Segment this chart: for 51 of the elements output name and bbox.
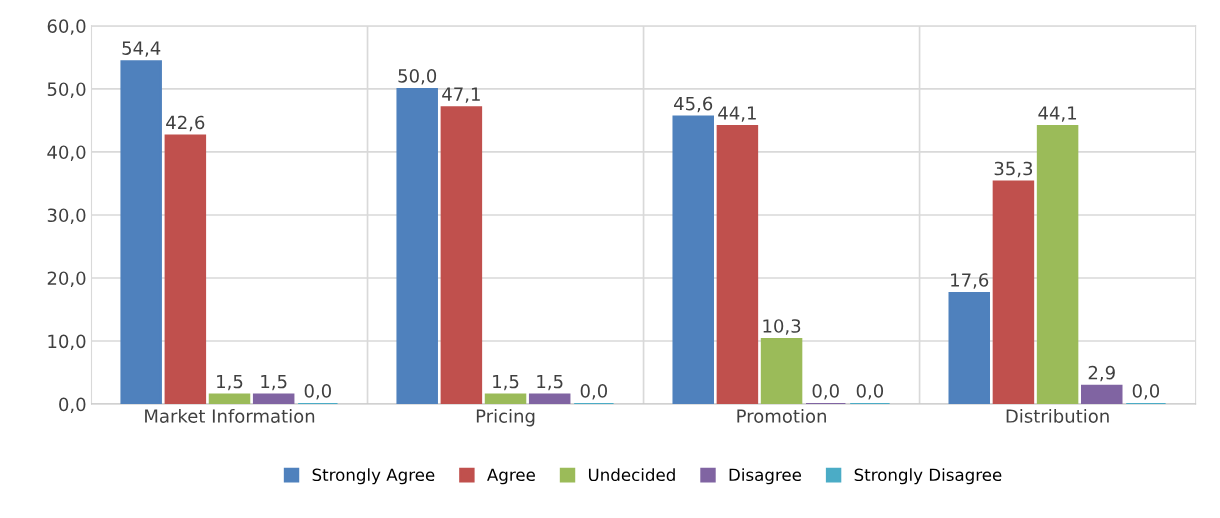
bar	[164, 134, 207, 405]
data-label: 1,5	[261, 374, 287, 391]
bar	[484, 393, 527, 405]
data-label: 1,5	[537, 374, 563, 391]
bar	[396, 87, 438, 405]
data-label: 45,6	[674, 96, 713, 113]
legend-label: Undecided	[588, 468, 675, 482]
data-label: 54,4	[122, 41, 161, 57]
bar	[1036, 125, 1079, 405]
bar	[760, 338, 803, 405]
legend-label: Strongly Agree	[312, 468, 435, 485]
legend-label: Strongly Disagree	[854, 468, 1002, 485]
x-tick-label: Distribution	[1006, 408, 1109, 423]
data-label: 17,6	[951, 273, 989, 289]
data-label: 10,3	[763, 319, 801, 335]
bar	[716, 125, 759, 405]
bar	[1081, 384, 1123, 405]
y-tick-label: 30,0	[47, 208, 86, 224]
x-tick-label: Promotion	[737, 408, 826, 423]
bar	[252, 393, 295, 405]
y-tick-label: 20,0	[47, 271, 86, 287]
data-label: 50,0	[398, 68, 437, 85]
x-tick-label: Market Information	[145, 408, 315, 423]
data-label: 0,0	[812, 384, 839, 400]
y-tick-label: 0,0	[59, 397, 86, 413]
data-label: 0,0	[304, 384, 331, 400]
data-label: 2,9	[1088, 365, 1115, 382]
data-label: 47,1	[442, 87, 480, 103]
y-tick-label: 40,0	[47, 145, 86, 161]
data-label: 0,0	[580, 384, 608, 400]
bar	[948, 292, 991, 405]
x-tick-label: Pricing	[476, 408, 535, 427]
data-label: 0,0	[1132, 384, 1160, 400]
legend-label: Agree	[487, 468, 535, 485]
data-label: 44,1	[718, 106, 756, 122]
y-tick-label: 50,0	[47, 82, 86, 98]
y-tick-label: 60,0	[47, 19, 86, 35]
data-label: 1,5	[493, 374, 519, 391]
bar	[672, 115, 714, 405]
data-label: 1,5	[217, 374, 243, 391]
bar	[120, 60, 162, 405]
data-label: 0,0	[856, 384, 884, 400]
legend-label: Disagree	[729, 468, 802, 485]
data-label: 35,3	[994, 161, 1033, 178]
bar	[992, 180, 1035, 405]
y-tick-label: 10,0	[48, 334, 86, 350]
bar	[440, 106, 483, 405]
bar	[208, 393, 251, 405]
data-label: 44,1	[1038, 106, 1077, 122]
data-label: 42,6	[166, 115, 205, 132]
bar	[528, 393, 571, 405]
